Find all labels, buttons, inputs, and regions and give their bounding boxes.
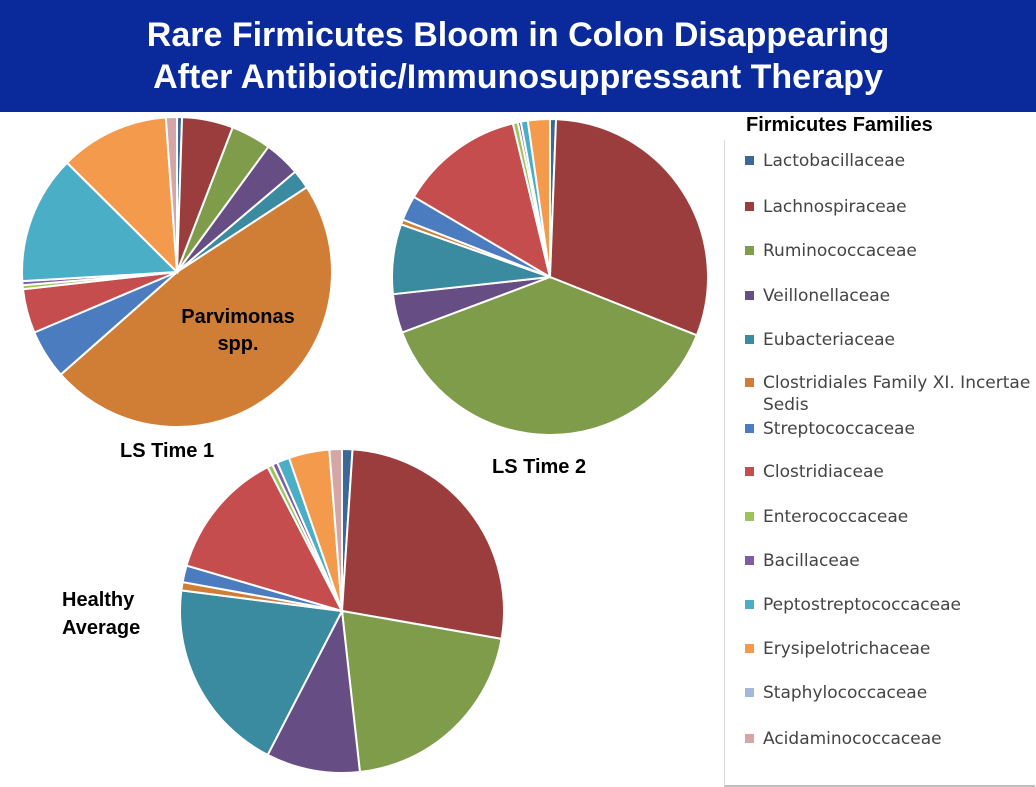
legend-label: Ruminococcaceae	[763, 241, 917, 261]
pie-slice	[59, 185, 333, 428]
title-bar: Rare Firmicutes Bloom in Colon Disappear…	[0, 0, 1036, 112]
healthy-average-label: Healthy Average	[62, 589, 141, 639]
pie-slice	[266, 607, 362, 774]
pie-slice	[400, 275, 699, 436]
legend-swatch	[745, 335, 754, 344]
ls-time-2-label: LS Time 2	[492, 456, 587, 478]
legend-swatch	[745, 156, 754, 165]
pie-slice	[164, 115, 178, 273]
legend-label: Staphylococcaceae	[763, 683, 928, 703]
legend-label: Peptostreptococcaceae	[763, 595, 961, 615]
legend-swatch	[745, 688, 754, 697]
pie-slice	[548, 118, 709, 337]
ls-time-1-label: LS Time 1	[120, 440, 215, 462]
legend-swatch	[745, 600, 754, 609]
title-line-1: Rare Firmicutes Bloom in Colon Disappear…	[146, 16, 890, 54]
legend-label: Bacillaceae	[763, 551, 860, 571]
legend-title: Firmicutes Families	[746, 114, 933, 136]
legend-label: Clostridiaceae	[763, 462, 884, 482]
legend-label: Veillonellaceae	[763, 286, 891, 306]
legend-swatch	[745, 202, 754, 211]
legend-swatch	[745, 378, 754, 387]
legend-label: Lactobacillaceae	[763, 151, 906, 171]
legend-swatch	[745, 467, 754, 476]
pie-slice	[412, 122, 552, 280]
pie-slice	[185, 465, 344, 613]
parvimonas-annotation: Parvimonas spp.	[181, 306, 295, 355]
pie-slice	[340, 448, 505, 641]
title-line-2: After Antibiotic/Immunosuppressant Thera…	[153, 58, 883, 96]
legend-swatch	[745, 291, 754, 300]
legend-swatch	[745, 734, 754, 743]
legend-label: Acidaminococcaceae	[763, 729, 942, 749]
pie-slice	[340, 609, 503, 774]
pie-slice	[328, 447, 343, 612]
legend-label: Clostridiales Family XI. Incertae Sedis	[763, 373, 1031, 415]
legend-swatch	[745, 246, 754, 255]
legend-swatch	[745, 556, 754, 565]
pie-slice	[65, 116, 179, 275]
legend-label: Erysipelotrichaceae	[763, 639, 931, 659]
pie-slice	[526, 117, 551, 278]
legend-swatch	[745, 424, 754, 433]
legend-swatch	[745, 644, 754, 653]
legend-label: Enterococcaceae	[763, 507, 909, 527]
legend-label: Streptococcaceae	[763, 419, 915, 439]
legend-panel: Lactobacillaceae Lachnospiraceae Ruminococ…	[724, 140, 1035, 787]
pie-slice	[21, 161, 180, 283]
legend-label: Lachnospiraceae	[763, 197, 907, 217]
legend-swatch	[745, 512, 754, 521]
legend-label: Eubacteriaceae	[763, 330, 896, 350]
pie-slice	[178, 589, 344, 757]
